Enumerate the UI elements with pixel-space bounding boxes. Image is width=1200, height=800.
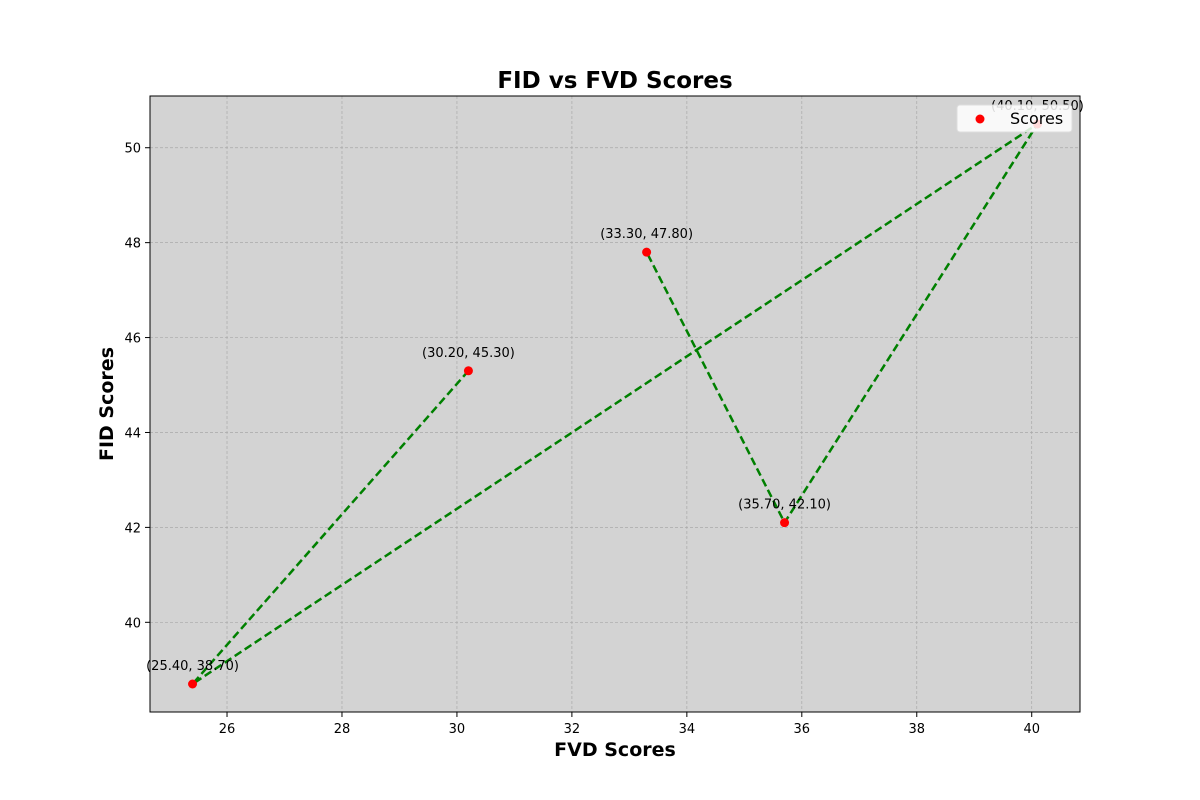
plot-frame [149, 95, 1081, 713]
x-tick-label: 38 [908, 722, 925, 737]
data-point [642, 247, 652, 257]
y-tick-label: 50 [124, 142, 141, 157]
legend-box [956, 104, 1073, 133]
data-point [780, 518, 790, 528]
x-tick-label: 30 [449, 722, 466, 737]
x-axis-label: FVD Scores [554, 739, 676, 761]
x-tick-label: 36 [794, 722, 811, 737]
data-point [463, 366, 473, 376]
y-tick-label: 46 [124, 332, 141, 347]
y-tick-label: 48 [124, 237, 141, 252]
x-tick-label: 28 [334, 722, 351, 737]
x-tick-label: 32 [564, 722, 581, 737]
y-axis-label: FID Scores [96, 347, 118, 461]
legend-marker [975, 114, 985, 124]
data-point [188, 679, 198, 689]
y-tick-label: 44 [124, 426, 141, 441]
data-label: (33.30, 47.80) [600, 227, 693, 242]
x-tick-label: 34 [679, 722, 696, 737]
x-tick-label: 40 [1023, 722, 1040, 737]
data-label: (30.20, 45.30) [422, 346, 515, 361]
y-tick-label: 40 [124, 616, 141, 631]
y-tick-label: 42 [124, 521, 141, 536]
chart-title: FID vs FVD Scores [497, 68, 732, 94]
legend: Scores [956, 104, 1073, 133]
data-label: (25.40, 38.70) [146, 659, 239, 674]
data-label: (35.70, 42.10) [738, 498, 831, 513]
legend-label: Scores [1010, 109, 1063, 128]
x-tick-label: 26 [219, 722, 236, 737]
